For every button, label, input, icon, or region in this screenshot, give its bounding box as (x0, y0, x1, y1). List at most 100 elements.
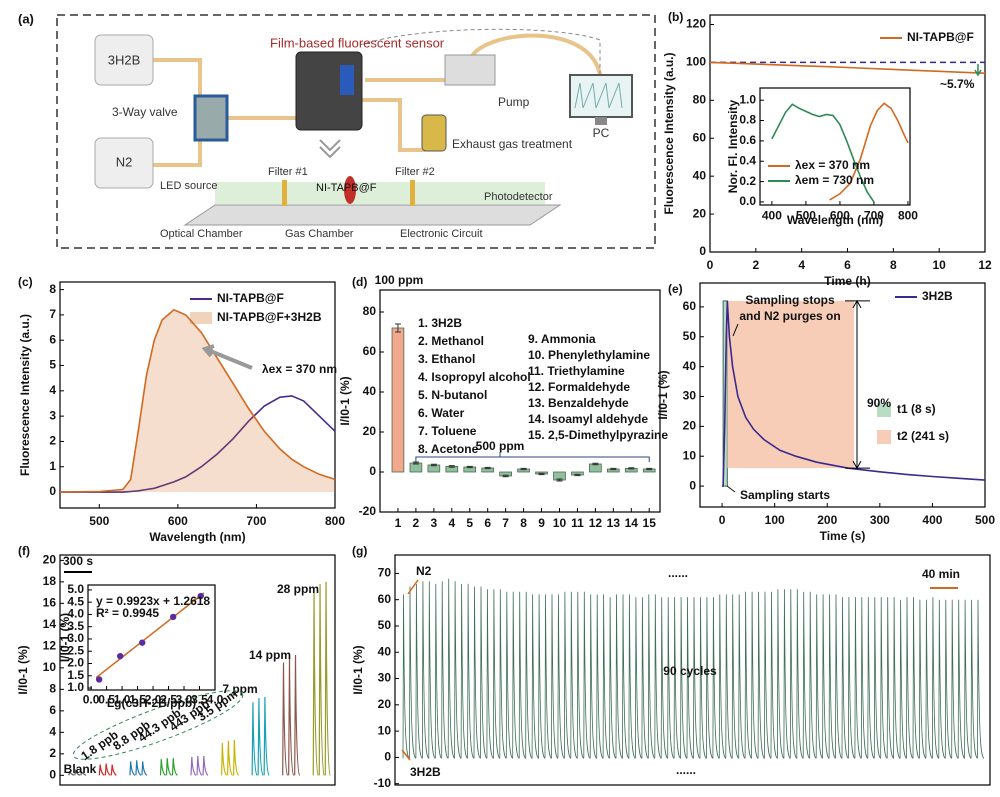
cycle-peak (828, 594, 836, 759)
x-tick-label: 12 (589, 516, 603, 530)
annotation: 100 ppm (375, 273, 424, 287)
category-name: 10. Phenylethylamine (528, 348, 650, 362)
spike (165, 758, 172, 776)
spike (104, 763, 111, 776)
category-name: 14. Isoamyl aldehyde (528, 412, 648, 426)
y-axis-label: I/I0-1 (%) (351, 645, 365, 694)
category-name: 12. Formaldehyde (528, 380, 630, 394)
cycle-peak (693, 597, 701, 759)
legend-swatch (877, 430, 891, 444)
y-tick-label: 60 (683, 299, 697, 313)
y-tick-label: 4.5 (67, 594, 84, 608)
x-tick-label: 3 (431, 516, 438, 530)
fit-line (95, 592, 205, 679)
x-tick-label: 13 (607, 516, 621, 530)
panel-label: (b) (668, 10, 683, 24)
cycle-peak (751, 591, 759, 759)
cycle-peak (770, 591, 778, 759)
rail (183, 204, 562, 226)
spike (288, 657, 295, 776)
diagram-title: Film-based fluorescent sensor (270, 35, 445, 50)
legend-label: NI-TAPB@F (907, 30, 974, 44)
error-bar (484, 466, 491, 470)
cycle-peak (654, 594, 662, 759)
category-name: 15. 2,5-Dimethylpyrazine (528, 428, 668, 442)
cycle-peak (822, 594, 830, 759)
valve-label: 3-Way valve (112, 105, 178, 119)
y-axis-label: I/I0-1 (%) (656, 370, 670, 419)
gas-bag (94, 137, 154, 189)
x-tick-label: 800 (325, 514, 345, 528)
y-tick-label: 0 (49, 767, 56, 781)
y-tick-label: 40 (693, 168, 707, 182)
cycle-peak (667, 597, 675, 759)
x-tick-label: 5 (466, 516, 473, 530)
error-bar (628, 467, 635, 470)
cycle-peak (738, 594, 746, 759)
spike (68, 770, 75, 776)
x-tick-label: 4 (448, 516, 455, 530)
bag-label: 3H2B (108, 52, 141, 67)
panel-label: (c) (18, 275, 33, 289)
cycle-peak (899, 599, 907, 759)
cycle-peak (796, 589, 804, 759)
gas-bag (94, 34, 154, 86)
cycle-peak (932, 597, 940, 759)
x-tick-label: 9 (538, 516, 545, 530)
spike (232, 739, 240, 776)
spike (141, 761, 148, 776)
category-name: 5. N-butanol (418, 388, 487, 402)
plot-frame (699, 282, 986, 508)
y-axis-label: Nor. Fl. Intensity (726, 100, 740, 194)
cycle-peak (622, 594, 630, 759)
cycle-peak (441, 581, 449, 759)
cycle-peak (815, 594, 823, 759)
y-tick-label: 80 (363, 304, 377, 318)
cycle-peak (789, 589, 798, 759)
arrow (201, 344, 253, 370)
annotation: Sampling starts (740, 488, 830, 502)
y-tick-label: 0.0 (739, 194, 756, 208)
spike (98, 764, 105, 776)
y-tick-label: 4 (49, 383, 56, 397)
cycle-peak (493, 589, 501, 759)
y-tick-label: 40 (363, 384, 377, 398)
x-tick-label: 700 (246, 514, 266, 528)
category-name: 8. Acetone (418, 442, 479, 456)
line (722, 300, 986, 487)
category-name: 4. Isopropyl alcohol (418, 370, 531, 384)
x-tick-label: 1.5 (129, 692, 146, 706)
spike (312, 592, 319, 776)
plot-frame (59, 281, 336, 509)
series-label: 14 ppm (249, 648, 291, 662)
cycle-peak (641, 597, 649, 759)
cycle-peak (460, 583, 468, 759)
y-tick-label: 8 (49, 282, 56, 296)
error-bar (610, 467, 617, 471)
spike (324, 581, 331, 776)
annotation: 40 min (922, 567, 960, 581)
point (117, 652, 124, 660)
bracket (415, 452, 650, 462)
section-label: Optical Chamber (160, 228, 243, 240)
legend-swatch (190, 312, 212, 324)
y-tick-label: 5 (49, 358, 56, 372)
cycle-peak (970, 599, 978, 759)
spike (171, 758, 178, 776)
spike (80, 770, 87, 776)
valve (193, 94, 229, 142)
annotation: ~5.7% (940, 77, 975, 91)
annotation: y = 0.9923x + 1.2618 (96, 594, 210, 608)
legend-label: λem = 730 nm (795, 173, 874, 187)
x-tick-label: 3.5 (191, 692, 208, 706)
x-tick-label: 700 (864, 208, 884, 222)
y-tick-label: 3.5 (67, 619, 84, 633)
category-name: 9. Ammonia (528, 332, 596, 346)
y-tick-label: 80 (693, 92, 707, 106)
x-tick-label: 500 (89, 514, 109, 528)
cycle-peak (531, 594, 539, 759)
dimension (845, 299, 870, 470)
series-label: 28 ppm (277, 582, 319, 596)
cycle-peak (848, 597, 856, 759)
